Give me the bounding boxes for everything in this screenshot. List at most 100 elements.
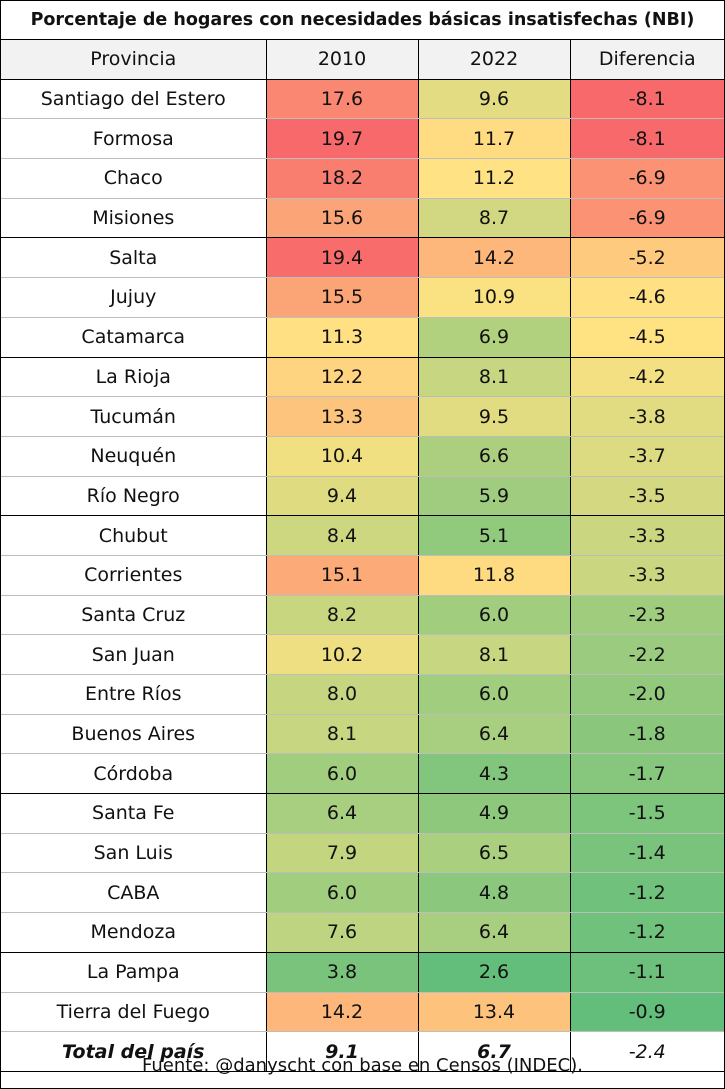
- value-2010-cell: 10.2: [266, 634, 419, 675]
- provincia-cell: La Rioja: [1, 357, 267, 398]
- value-2010-cell: 8.0: [266, 674, 419, 715]
- value-2022-cell: 5.1: [418, 515, 571, 556]
- header-diferencia: Diferencia: [570, 40, 724, 80]
- provincia-cell: Río Negro: [1, 476, 267, 517]
- table-row: Entre Ríos 8.0 6.0 -2.0: [1, 674, 724, 715]
- value-2010-cell: 7.6: [266, 912, 419, 953]
- value-2022-cell: 6.4: [418, 912, 571, 953]
- provincia-cell: San Luis: [1, 833, 267, 874]
- diferencia-cell: -1.2: [570, 912, 724, 953]
- table-row: Corrientes 15.1 11.8 -3.3: [1, 555, 724, 596]
- diferencia-cell: -2.0: [570, 674, 724, 715]
- value-2010-cell: 11.3: [266, 317, 419, 358]
- value-2022-cell: 5.9: [418, 476, 571, 517]
- table-row: Río Negro 9.4 5.9 -3.5: [1, 476, 724, 517]
- value-2022-cell: 8.1: [418, 357, 571, 398]
- value-2010-cell: 15.5: [266, 277, 419, 318]
- diferencia-cell: -6.9: [570, 158, 724, 199]
- provincia-cell: Santiago del Estero: [1, 79, 267, 120]
- header-provincia: Provincia: [1, 40, 267, 80]
- table-row: Santa Fe 6.4 4.9 -1.5: [1, 793, 724, 834]
- value-2022-cell: 2.6: [418, 952, 571, 993]
- value-2022-cell: 4.3: [418, 753, 571, 795]
- value-2010-cell: 19.4: [266, 237, 419, 279]
- diferencia-cell: -3.5: [570, 476, 724, 517]
- value-2022-cell: 8.7: [418, 198, 571, 239]
- value-2022-cell: 11.2: [418, 158, 571, 199]
- diferencia-cell: -1.1: [570, 952, 724, 993]
- value-2022-cell: 8.1: [418, 634, 571, 675]
- value-2022-cell: 6.5: [418, 833, 571, 874]
- total-2022-cell: 6.7: [418, 1031, 571, 1072]
- table-row: Buenos Aires 8.1 6.4 -1.8: [1, 714, 724, 755]
- source-note: Fuente: @danyscht con base en Censos (IN…: [142, 1055, 583, 1076]
- diferencia-cell: -4.5: [570, 317, 724, 358]
- diferencia-cell: -1.7: [570, 753, 724, 795]
- value-2010-cell: 6.0: [266, 753, 419, 795]
- table-row: San Luis 7.9 6.5 -1.4: [1, 833, 724, 874]
- table-row: Catamarca 11.3 6.9 -4.5: [1, 317, 724, 358]
- diferencia-cell: -0.9: [570, 992, 724, 1033]
- value-2010-cell: 19.7: [266, 118, 419, 160]
- diferencia-cell: -3.3: [570, 515, 724, 556]
- table-row: Neuquén 10.4 6.6 -3.7: [1, 436, 724, 477]
- provincia-cell: Salta: [1, 237, 267, 279]
- provincia-cell: Corrientes: [1, 555, 267, 596]
- value-2010-cell: 12.2: [266, 357, 419, 398]
- value-2010-cell: 9.4: [266, 476, 419, 517]
- value-2010-cell: 10.4: [266, 436, 419, 477]
- table-row: Mendoza 7.6 6.4 -1.2: [1, 912, 724, 953]
- table-row: Formosa 19.7 11.7 -8.1: [1, 118, 724, 160]
- value-2010-cell: 8.2: [266, 595, 419, 636]
- diferencia-cell: -3.8: [570, 396, 724, 437]
- value-2010-cell: 15.6: [266, 198, 419, 239]
- diferencia-cell: -5.2: [570, 237, 724, 279]
- diferencia-cell: -1.5: [570, 793, 724, 834]
- diferencia-cell: -3.3: [570, 555, 724, 596]
- diferencia-cell: -1.8: [570, 714, 724, 755]
- value-2010-cell: 8.4: [266, 515, 419, 556]
- table-row: Chaco 18.2 11.2 -6.9: [1, 158, 724, 199]
- table-row: Tierra del Fuego 14.2 13.4 -0.9: [1, 992, 724, 1033]
- diferencia-cell: -1.2: [570, 872, 724, 914]
- value-2010-cell: 6.4: [266, 793, 419, 834]
- value-2022-cell: 14.2: [418, 237, 571, 279]
- provincia-cell: Santa Cruz: [1, 595, 267, 636]
- provincia-cell: San Juan: [1, 634, 267, 675]
- nbi-table: Provincia 2010 2022 Diferencia Santiago …: [1, 40, 724, 1072]
- table-row: Tucumán 13.3 9.5 -3.8: [1, 396, 724, 437]
- provincia-cell: Tierra del Fuego: [1, 992, 267, 1033]
- table-row: Salta 19.4 14.2 -5.2: [1, 237, 724, 279]
- table-row: CABA 6.0 4.8 -1.2: [1, 872, 724, 914]
- diferencia-cell: -4.2: [570, 357, 724, 398]
- value-2022-cell: 9.6: [418, 79, 571, 120]
- header-2022: 2022: [418, 40, 571, 80]
- provincia-cell: Chubut: [1, 515, 267, 556]
- diferencia-cell: -8.1: [570, 118, 724, 160]
- provincia-cell: Jujuy: [1, 277, 267, 318]
- table-row: La Pampa 3.8 2.6 -1.1: [1, 952, 724, 993]
- value-2022-cell: 9.5: [418, 396, 571, 437]
- provincia-cell: Tucumán: [1, 396, 267, 437]
- value-2010-cell: 3.8: [266, 952, 419, 993]
- total-2010-cell: 9.1: [266, 1031, 419, 1072]
- table-row: Córdoba 6.0 4.3 -1.7: [1, 753, 724, 795]
- value-2022-cell: 6.6: [418, 436, 571, 477]
- header-row: Provincia 2010 2022 Diferencia: [1, 40, 724, 80]
- value-2010-cell: 17.6: [266, 79, 419, 120]
- value-2010-cell: 6.0: [266, 872, 419, 914]
- table-row: San Juan 10.2 8.1 -2.2: [1, 634, 724, 675]
- value-2022-cell: 13.4: [418, 992, 571, 1033]
- provincia-cell: Córdoba: [1, 753, 267, 795]
- value-2010-cell: 8.1: [266, 714, 419, 755]
- value-2022-cell: 4.8: [418, 872, 571, 914]
- diferencia-cell: -6.9: [570, 198, 724, 239]
- value-2010-cell: 7.9: [266, 833, 419, 874]
- diferencia-cell: -2.2: [570, 634, 724, 675]
- table-row: Santa Cruz 8.2 6.0 -2.3: [1, 595, 724, 636]
- provincia-cell: Entre Ríos: [1, 674, 267, 715]
- value-2022-cell: 10.9: [418, 277, 571, 318]
- value-2022-cell: 11.8: [418, 555, 571, 596]
- value-2022-cell: 6.0: [418, 674, 571, 715]
